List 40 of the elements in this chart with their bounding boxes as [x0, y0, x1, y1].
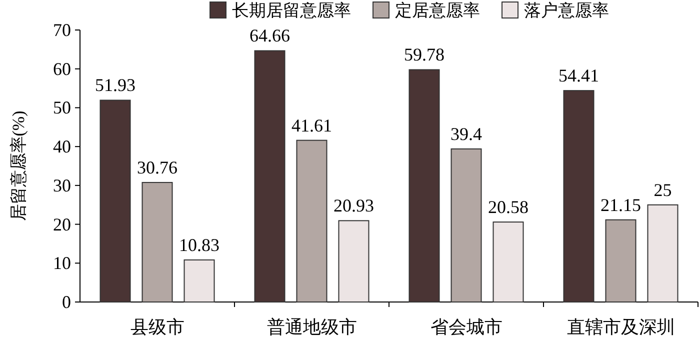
data-label: 39.4	[450, 124, 482, 144]
data-label: 20.93	[334, 196, 374, 216]
data-label: 20.58	[488, 197, 528, 218]
bar	[450, 148, 482, 302]
data-label: 21.15	[600, 194, 641, 215]
data-label: 59.78	[404, 44, 444, 65]
legend-label: 落户意愿率	[524, 1, 609, 20]
y-tick-label: 0	[62, 292, 71, 312]
y-tick-label: 20	[53, 214, 71, 234]
bar	[184, 259, 215, 302]
x-tick-label: 省会城市	[430, 317, 502, 337]
x-tick-label: 直辖市及深圳	[566, 317, 675, 337]
bar	[408, 69, 440, 302]
data-label: 54.41	[558, 66, 599, 86]
data-label: 41.61	[292, 115, 332, 136]
y-tick-label: 70	[53, 20, 71, 40]
bar	[254, 50, 286, 302]
bar	[563, 90, 594, 302]
bar	[142, 182, 173, 302]
legend-label: 长期居留意愿率	[232, 1, 351, 20]
bar	[492, 222, 524, 302]
x-tick-label: 县级市	[130, 317, 184, 337]
y-tick-label: 60	[53, 58, 71, 79]
bar	[338, 220, 370, 302]
bar	[605, 219, 636, 302]
x-tick-label: 普通地级市	[266, 317, 357, 337]
y-tick-label: 50	[53, 98, 71, 118]
bar	[647, 204, 678, 302]
y-tick-label: 10	[53, 253, 71, 274]
data-label: 64.66	[250, 26, 290, 46]
y-tick-label: 30	[53, 175, 71, 196]
y-tick-label: 40	[53, 136, 71, 157]
data-label: 30.76	[137, 157, 178, 178]
bar	[100, 100, 131, 302]
legend-label: 定居意愿率	[395, 1, 480, 20]
bar	[296, 140, 328, 302]
y-axis-title: 居留意愿率(%)	[9, 110, 28, 222]
data-label: 10.83	[179, 234, 220, 255]
data-label: 51.93	[95, 75, 136, 96]
data-label: 25	[654, 180, 672, 200]
